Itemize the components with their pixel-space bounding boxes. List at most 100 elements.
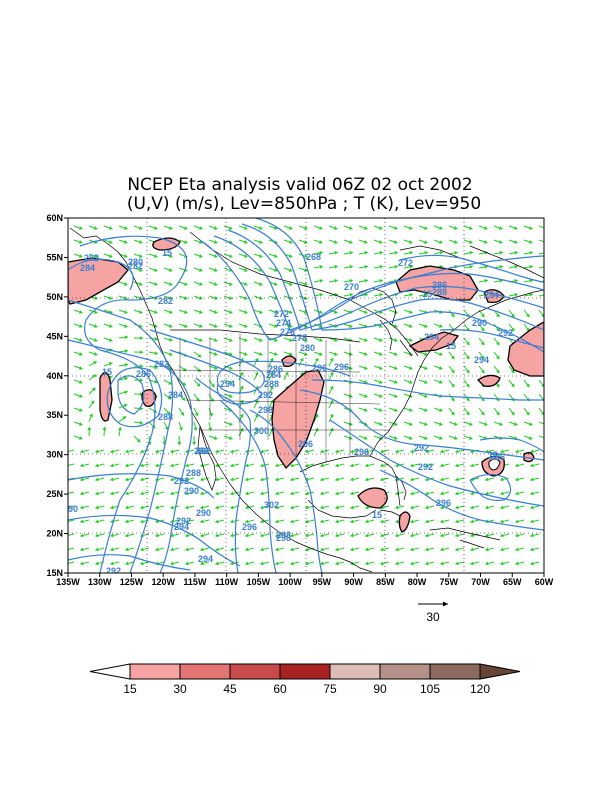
contour-label: 284 (266, 370, 281, 380)
colorbar-label: 105 (420, 682, 440, 696)
contour-label: 294 (474, 355, 489, 365)
contour-label: 286 (136, 369, 151, 379)
lat-tick-label: 40N (46, 371, 63, 381)
wind-max-region (476, 374, 501, 387)
contour-label: 294 (198, 554, 213, 564)
wind-max-region (152, 237, 181, 251)
lon-tick-label: 85W (376, 577, 395, 587)
contour-label: 272 (274, 309, 289, 319)
contour-label: 290 (472, 318, 487, 328)
state-boundaries (169, 334, 390, 462)
contour-label: 282 (158, 296, 173, 306)
contour-label: 294 (424, 332, 439, 342)
reference-vector-label: 30 (426, 610, 440, 624)
contour-label: 288 (158, 412, 173, 422)
contour-label: 15 (102, 367, 112, 377)
contour-label: 284 (484, 290, 499, 300)
lat-tick-label: 20N (46, 529, 63, 539)
contour-label: 276 (280, 327, 295, 337)
lon-tick-label: 110W (215, 577, 239, 587)
contour-label: 294 (174, 522, 189, 532)
longitude-axis: 135W 130W 125W 120W 115W 110W 105W 100W 95W 90W 85… (56, 573, 554, 587)
lon-tick-label: 80W (408, 577, 427, 587)
lon-tick-label: 105W (247, 577, 271, 587)
contour-label: 288 (432, 287, 447, 297)
lon-tick-label: 115W (183, 577, 207, 587)
lat-lon-grid (68, 218, 544, 573)
lat-tick-label: 15N (46, 568, 63, 578)
contour-label: 298 (258, 405, 273, 415)
lat-tick-label: 45N (46, 331, 63, 341)
lon-tick-label: 95W (313, 577, 332, 587)
contour-label: 272 (398, 258, 413, 268)
lon-tick-label: 75W (440, 577, 459, 587)
wind-max-region (398, 511, 411, 533)
temperature-contours (68, 218, 544, 573)
lon-tick-label: 100W (278, 577, 302, 587)
contour-labels: 282 284 280 282 282 286 284 288 272 274 … (68, 248, 513, 576)
lat-tick-label: 25N (46, 489, 63, 499)
colorbar-label: 60 (273, 682, 287, 696)
contour-label: 274 (276, 318, 291, 328)
map-title-line1: NCEP Eta analysis valid 06Z 02 oct 2002 (127, 175, 472, 195)
map-title-line2: (U,V) (m/s), Lev=850hPa ; T (K), Lev=950 (127, 194, 481, 214)
contour-label: 15 (162, 248, 172, 258)
wind-max-region (395, 265, 479, 301)
contour-label: 90 (68, 504, 78, 514)
lon-tick-label: 130W (88, 577, 112, 587)
contour-label: 15 (488, 450, 498, 460)
contour-label: 288 (264, 379, 279, 389)
lat-tick-label: 35N (46, 410, 63, 420)
colorbar-label: 120 (470, 682, 490, 696)
wind-max-region (141, 389, 157, 407)
wind-max-region (271, 369, 325, 470)
contour-label: 292 (418, 462, 433, 472)
contour-label: 15 (372, 510, 382, 520)
lon-tick-label: 120W (151, 577, 175, 587)
contour-label: 294 (220, 379, 235, 389)
wind-max-region (408, 331, 460, 353)
contour-label: 292 (258, 390, 273, 400)
lat-tick-label: 60N (46, 213, 63, 223)
contour-label: 286 (268, 364, 283, 374)
latitude-axis: 60N 55N 50N 45N 40N 35N 30N 25N 20N 15N (46, 213, 68, 578)
contour-label: 298 (276, 533, 291, 543)
contour-label: 302 (264, 500, 279, 510)
colorbar-segment (329, 663, 381, 680)
lat-tick-label: 55N (46, 252, 63, 262)
contour-label: 292 (106, 566, 121, 576)
contour-label: 296 (312, 363, 327, 373)
contour-label: 284 (80, 263, 95, 273)
contour-label: 270 (344, 282, 359, 292)
wind-max-region (523, 452, 535, 463)
contour-label: 290 (184, 486, 199, 496)
contour-label: 280 (300, 343, 315, 353)
contour-label: 296 (436, 498, 451, 508)
contour-label: 292 (174, 476, 189, 486)
contour-label: 296 (354, 447, 369, 457)
colorbar-label: 75 (323, 682, 337, 696)
contour-label: 15 (422, 289, 432, 299)
contour-label: 288 (186, 468, 201, 478)
colorbar-label: 45 (223, 682, 237, 696)
colorbar-segment (89, 663, 131, 680)
contour-label: 268 (306, 252, 321, 262)
contour-label: 280 (128, 257, 143, 267)
contour-label: 296 (334, 362, 349, 372)
colorbar-segment (279, 663, 331, 680)
lat-tick-label: 30N (46, 450, 63, 460)
map-panel: 282 284 280 282 282 286 284 288 272 274 … (68, 218, 544, 576)
colorbar-label: 90 (373, 682, 387, 696)
contour-label: 290 (196, 508, 211, 518)
contour-label: 282 (84, 253, 99, 263)
contour-label: 282 (128, 261, 143, 271)
contour-label: 278 (292, 333, 307, 343)
wind-max-region-inner (488, 458, 501, 471)
contour-label: 292 (194, 446, 209, 456)
colorbar-label: 30 (173, 682, 187, 696)
lon-tick-label: 60W (535, 577, 554, 587)
contour-label: 296 (242, 522, 257, 532)
contour-label: 292 (498, 328, 513, 338)
contour-label: 292 (414, 443, 429, 453)
